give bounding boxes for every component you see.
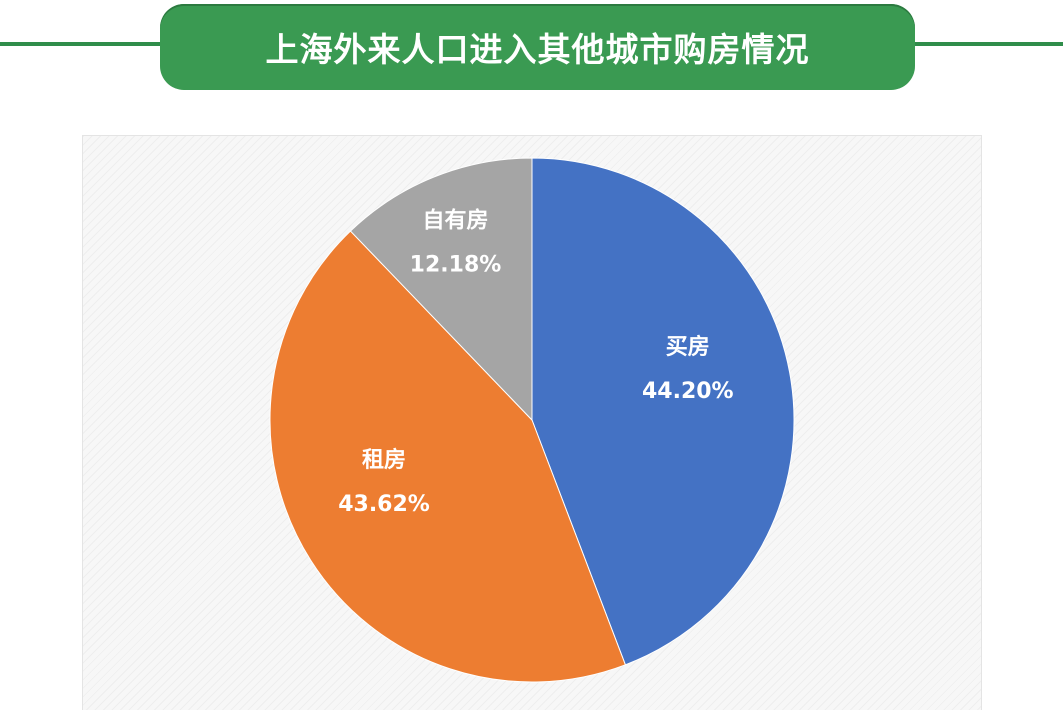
pie-slice-3: [349, 157, 533, 422]
slice-percent-label: 44.20%: [642, 379, 734, 404]
pie-slice-1: [531, 157, 795, 666]
slice-category-label: 租房: [362, 447, 406, 473]
slice-category-label: 自有房: [422, 208, 488, 234]
chart-title: 上海外来人口进入其他城市购房情况: [265, 30, 810, 69]
slice-category-label: 买房: [666, 334, 710, 360]
pie-slice-2: [269, 230, 627, 683]
slice-percent-label: 12.18%: [410, 253, 502, 278]
header-rule-left: [0, 42, 170, 46]
header-rule-right: [910, 42, 1063, 46]
slice-percent-label: 43.62%: [338, 492, 430, 517]
title-banner: 上海外来人口进入其他城市购房情况: [160, 4, 915, 90]
